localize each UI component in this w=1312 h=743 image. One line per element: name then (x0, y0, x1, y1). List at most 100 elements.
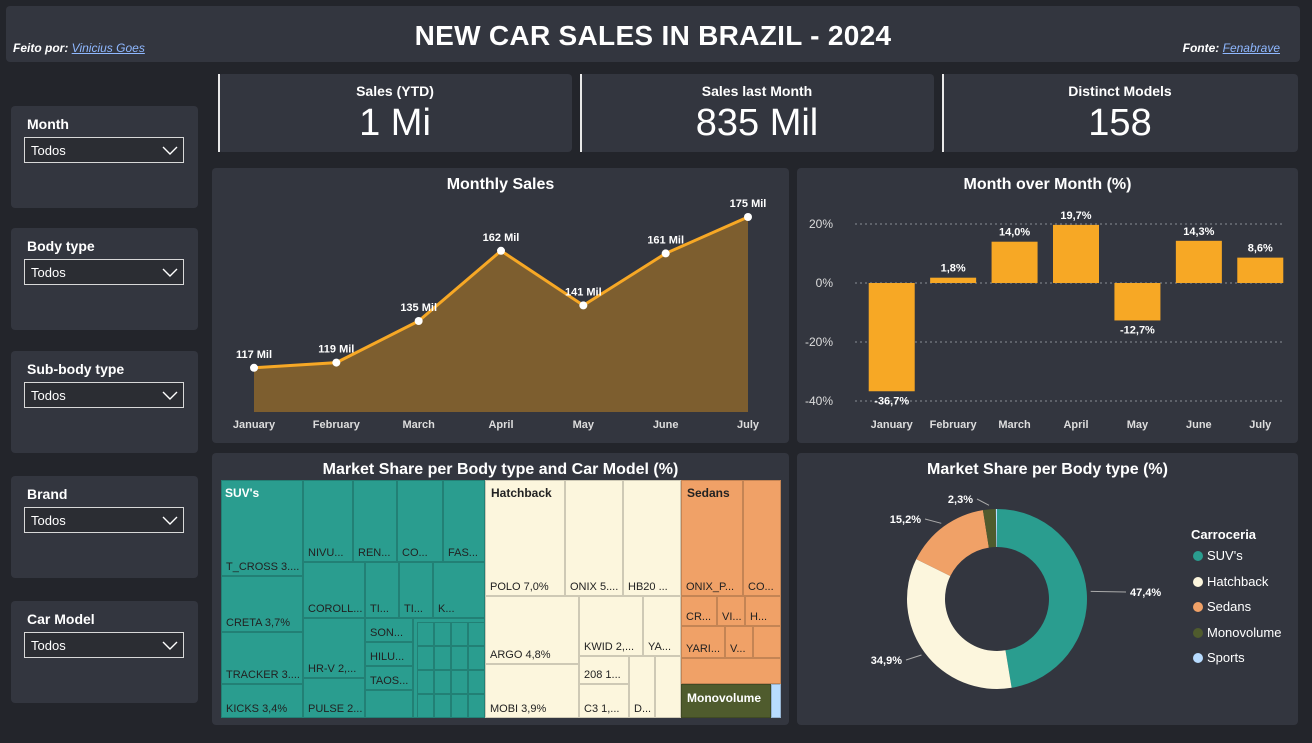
treemap-cell[interactable] (434, 670, 451, 694)
treemap-cell[interactable]: CRETA 3,7% (221, 576, 303, 632)
legend-swatch (1193, 602, 1203, 612)
treemap-cell[interactable]: NIVU... (303, 480, 353, 562)
treemap-cell[interactable] (451, 646, 468, 670)
treemap-cell[interactable]: FAS... (443, 480, 485, 562)
treemap-cell[interactable]: YA... (643, 596, 681, 656)
author-credit: Feito por: Vinicius Goes (13, 41, 145, 55)
treemap-cell-label: ONIX 5.... (570, 581, 619, 593)
pie-slice (997, 509, 1087, 688)
treemap-cell[interactable]: KWID 2,... (579, 596, 643, 656)
treemap-cell[interactable]: HILU... (365, 642, 413, 666)
treemap-cell[interactable]: D... (629, 656, 655, 718)
treemap-cell[interactable]: V... (725, 626, 753, 658)
treemap-cell[interactable] (417, 694, 434, 718)
sub-body-type-dropdown[interactable]: Todos (24, 382, 184, 408)
area-fill (254, 217, 748, 412)
treemap-cell[interactable]: TI... (399, 562, 433, 618)
treemap-cell[interactable] (451, 670, 468, 694)
legend-item[interactable]: Monovolume (1193, 625, 1281, 640)
slicer-sub-body-type: Sub-body type Todos (11, 351, 198, 453)
treemap-cell[interactable]: H... (745, 596, 781, 626)
treemap-cell[interactable] (681, 684, 771, 718)
treemap-cell[interactable]: CO... (397, 480, 443, 562)
legend-item[interactable]: Sports (1193, 650, 1245, 665)
treemap-cell[interactable]: YARI... (681, 626, 725, 658)
treemap-group-label: Monovolume (687, 691, 761, 705)
treemap-cell[interactable] (451, 694, 468, 718)
treemap-cell[interactable] (417, 646, 434, 670)
donut-chart: 47,4% 34,9% 15,2% 2,3% (871, 494, 1161, 689)
body-type-dropdown[interactable]: Todos (24, 259, 184, 285)
treemap-cell[interactable]: HB20 ... (623, 480, 681, 596)
treemap-cell[interactable] (468, 670, 485, 694)
x-tick-label: June (653, 419, 679, 431)
legend-label: Sports (1207, 650, 1245, 665)
treemap-cell-label: CRETA 3,7% (226, 617, 290, 629)
car-model-dropdown[interactable]: Todos (24, 632, 184, 658)
treemap-cell-label: FAS... (448, 547, 478, 559)
x-tick-label: April (1063, 419, 1088, 431)
treemap-cell[interactable] (434, 622, 451, 646)
treemap-cell[interactable] (434, 646, 451, 670)
dropdown-value: Todos (31, 638, 66, 653)
treemap-cell[interactable] (417, 670, 434, 694)
x-tick-label: January (233, 419, 276, 431)
treemap-cell[interactable]: TAOS... (365, 666, 413, 690)
treemap-cell[interactable]: C3 1,... (579, 684, 629, 718)
treemap-cell[interactable] (451, 622, 468, 646)
leader-line (976, 498, 990, 506)
treemap-cell[interactable] (681, 658, 781, 684)
treemap-cell-label: KICKS 3,4% (226, 703, 288, 715)
slicer-label: Body type (27, 238, 95, 254)
leader-line (1090, 590, 1127, 593)
slicer-label: Sub-body type (27, 361, 125, 377)
treemap-cell[interactable]: 208 1... (579, 656, 629, 684)
treemap-cell[interactable] (771, 684, 781, 718)
treemap-cell[interactable] (655, 656, 681, 718)
treemap-cell[interactable]: MOBI 3,9% (485, 664, 579, 718)
month-dropdown[interactable]: Todos (24, 137, 184, 163)
x-tick-label: February (930, 419, 978, 431)
treemap-cell[interactable]: TI... (365, 562, 399, 618)
treemap-cell[interactable] (417, 622, 434, 646)
treemap-cell-label: TAOS... (370, 675, 409, 687)
x-tick-label: July (737, 419, 760, 431)
treemap-cell[interactable] (468, 646, 485, 670)
data-label: 175 Mil (730, 198, 767, 210)
treemap-cell[interactable]: K... (433, 562, 485, 618)
treemap-cell[interactable]: CR... (681, 596, 717, 626)
kpi-accent-bar (218, 74, 220, 152)
x-tick-label: February (313, 419, 361, 431)
pie-slice (982, 509, 997, 548)
bar (868, 283, 915, 392)
x-tick-label: April (488, 419, 513, 431)
data-label: 117 Mil (236, 349, 272, 361)
treemap-cell[interactable]: TRACKER 3.... (221, 632, 303, 684)
treemap-cell[interactable]: SON... (365, 618, 413, 642)
author-link[interactable]: Vinicius Goes (71, 41, 145, 55)
treemap-cell[interactable]: KICKS 3,4% (221, 684, 303, 718)
treemap-cell[interactable] (468, 694, 485, 718)
treemap-cell[interactable]: COROLL... (303, 562, 365, 618)
treemap-cell[interactable]: PULSE 2... (303, 678, 365, 718)
legend-item[interactable]: Sedans (1193, 599, 1251, 614)
source-link[interactable]: Fenabrave (1222, 41, 1280, 55)
treemap-cell[interactable]: POLO 7,0% (485, 480, 565, 596)
treemap-cell[interactable] (753, 626, 781, 658)
treemap-cell[interactable]: ARGO 4,8% (485, 596, 579, 664)
treemap-cell[interactable]: CO... (743, 480, 781, 596)
treemap-cell[interactable]: REN... (353, 480, 397, 562)
brand-dropdown[interactable]: Todos (24, 507, 184, 533)
treemap-cell[interactable]: T_CROSS 3.... (221, 480, 303, 576)
treemap-cell[interactable]: ONIX 5.... (565, 480, 623, 596)
treemap-cell[interactable] (365, 690, 413, 718)
treemap-cell[interactable]: ONIX_P... (681, 480, 743, 596)
legend-item[interactable]: SUV's (1193, 548, 1243, 563)
treemap-cell[interactable] (468, 622, 485, 646)
x-tick-label: January (871, 419, 914, 431)
treemap-cell[interactable]: VI... (717, 596, 745, 626)
treemap-cell[interactable]: HR-V 2,... (303, 618, 365, 678)
legend-item[interactable]: Hatchback (1193, 574, 1268, 589)
treemap-cell[interactable] (434, 694, 451, 718)
data-label: 14,3% (1183, 226, 1214, 238)
